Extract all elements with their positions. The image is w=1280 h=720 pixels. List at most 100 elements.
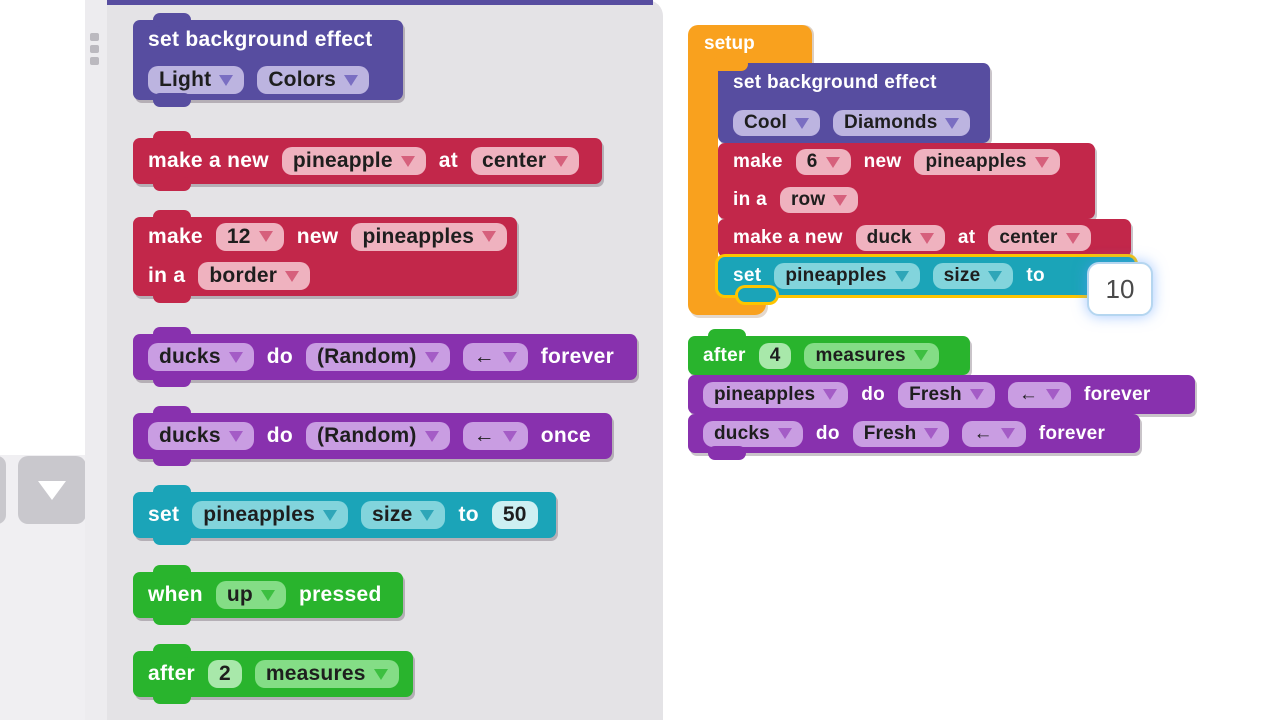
pill-text: ←: [973, 422, 993, 444]
dropdown-fresh[interactable]: Fresh: [852, 420, 950, 447]
dropdown-colors[interactable]: Colors: [257, 66, 370, 94]
setup-block-body[interactable]: [688, 50, 718, 295]
dropdown-12[interactable]: 12: [215, 222, 284, 251]
dropdown-arrow[interactable]: ←: [962, 420, 1026, 447]
dropdown-center[interactable]: center: [988, 225, 1091, 251]
pill-text: Diamonds: [844, 112, 938, 133]
dropdown-6[interactable]: 6: [795, 149, 851, 175]
dropdown-pineapples[interactable]: pineapples: [703, 381, 849, 408]
pill-text: duck: [866, 227, 912, 248]
block-label: make a new: [733, 227, 843, 248]
do-move-forever-block[interactable]: pineapples do Fresh ← forever: [688, 375, 1195, 414]
dropdown-ducks[interactable]: ducks: [703, 420, 803, 447]
chevron-down-icon: [823, 389, 838, 400]
dropdown-ducks[interactable]: ducks: [148, 422, 254, 450]
pill-text: (Random): [316, 345, 417, 368]
chevron-down-icon: [1034, 156, 1049, 168]
dropdown-pineapples[interactable]: pineapples: [351, 222, 508, 251]
divider-strip: [85, 0, 107, 720]
clipped-side-button[interactable]: [0, 456, 6, 524]
dropdown-pineapples[interactable]: pineapples: [192, 501, 348, 529]
pill-text: ducks: [159, 424, 221, 447]
dropdown-measures[interactable]: measures: [804, 342, 939, 369]
dropdown-arrow[interactable]: ←: [462, 422, 528, 450]
block-label: when: [148, 583, 203, 606]
dropdown-border[interactable]: border: [198, 262, 311, 291]
dropdown-size[interactable]: size: [932, 263, 1014, 289]
pill-text: (Random): [316, 424, 417, 447]
set-size-block[interactable]: set pineapples size to 50: [133, 485, 556, 545]
set-background-effect-block[interactable]: set background effect Cool Diamonds: [718, 63, 990, 143]
chevron-down-icon: [945, 117, 960, 129]
dropdown-light[interactable]: Light: [148, 66, 245, 94]
dropdown-arrow[interactable]: ←: [462, 343, 528, 371]
make-a-new-block[interactable]: make a new duck at center: [718, 219, 1131, 257]
dropdown-random[interactable]: (Random): [305, 422, 450, 450]
size-value-input[interactable]: [1087, 262, 1153, 316]
dropdown-arrow[interactable]: ←: [1007, 381, 1072, 408]
do-move-once-block[interactable]: ducks do (Random) ← once: [133, 406, 612, 466]
dropdown-center[interactable]: center: [471, 147, 580, 175]
chevron-down-icon: [285, 270, 300, 282]
dropdown-size[interactable]: size: [360, 501, 446, 529]
dropdown-diamonds[interactable]: Diamonds: [833, 110, 971, 136]
dropdown-measures[interactable]: measures: [254, 660, 399, 688]
chevron-down-icon: [260, 589, 275, 601]
setup-event-block[interactable]: setup: [688, 25, 812, 71]
pill-text: ducks: [159, 345, 221, 368]
dropdown-random[interactable]: (Random): [305, 343, 450, 371]
pill-text: up: [226, 583, 253, 606]
chevron-down-icon: [482, 231, 497, 243]
pill-text: ←: [473, 345, 495, 368]
block-label: in a: [148, 264, 186, 288]
drag-handle-dots-icon[interactable]: [90, 33, 104, 65]
do-move-forever-block[interactable]: ducks do (Random) ← forever: [133, 327, 637, 387]
chevron-down-icon: [894, 270, 909, 282]
block-label: set: [733, 265, 762, 286]
set-background-effect-block[interactable]: set background effect Light Colors: [133, 13, 403, 107]
pill-text: 6: [806, 151, 818, 172]
do-move-forever-block[interactable]: ducks do Fresh ← forever: [688, 414, 1140, 460]
clipped-block-edge: [107, 0, 653, 5]
chevron-down-icon: [322, 509, 337, 521]
block-label: in a: [733, 189, 767, 210]
value-field-50[interactable]: 50: [491, 501, 538, 529]
pill-text: ←: [473, 424, 495, 447]
pill-text: 12: [226, 224, 251, 248]
set-size-block[interactable]: set pineapples size to: [718, 257, 1135, 302]
triangle-down-icon: [38, 480, 66, 500]
block-label: make: [148, 224, 203, 248]
dropdown-ducks[interactable]: ducks: [148, 343, 254, 371]
collapse-button[interactable]: [18, 456, 86, 524]
chevron-down-icon: [1000, 428, 1015, 439]
dropdown-row[interactable]: row: [779, 187, 859, 213]
block-label: forever: [540, 345, 615, 368]
make-a-new-block[interactable]: make a new pineapple at center: [133, 131, 602, 191]
after-measures-block[interactable]: after 4 measures: [688, 329, 970, 375]
chevron-down-icon: [988, 270, 1003, 282]
value-field-2[interactable]: 2: [208, 660, 242, 688]
after-measures-block[interactable]: after 2 measures: [133, 644, 413, 704]
chevron-down-icon: [795, 117, 810, 129]
make-many-block[interactable]: make 12 new pineapples in a border: [133, 210, 517, 303]
dropdown-pineapples[interactable]: pineapples: [914, 149, 1060, 175]
when-key-pressed-block[interactable]: when up pressed: [133, 565, 403, 625]
chevron-down-icon: [502, 430, 517, 442]
pill-text: Colors: [268, 68, 337, 91]
chevron-down-icon: [373, 668, 388, 680]
dropdown-duck[interactable]: duck: [855, 225, 945, 251]
block-label: to: [458, 503, 479, 526]
make-many-block[interactable]: make 6 new pineapples in a row: [718, 143, 1095, 219]
chevron-down-icon: [258, 231, 273, 243]
dropdown-pineapple[interactable]: pineapple: [281, 147, 426, 175]
dropdown-fresh[interactable]: Fresh: [898, 381, 995, 408]
dropdown-up[interactable]: up: [215, 581, 286, 609]
block-label: do: [266, 345, 293, 368]
dropdown-cool[interactable]: Cool: [733, 110, 821, 136]
chevron-down-icon: [554, 155, 569, 167]
dropdown-pineapples[interactable]: pineapples: [774, 263, 920, 289]
chevron-down-icon: [924, 428, 939, 439]
chevron-down-icon: [344, 74, 359, 86]
value-field-4[interactable]: 4: [758, 342, 792, 369]
